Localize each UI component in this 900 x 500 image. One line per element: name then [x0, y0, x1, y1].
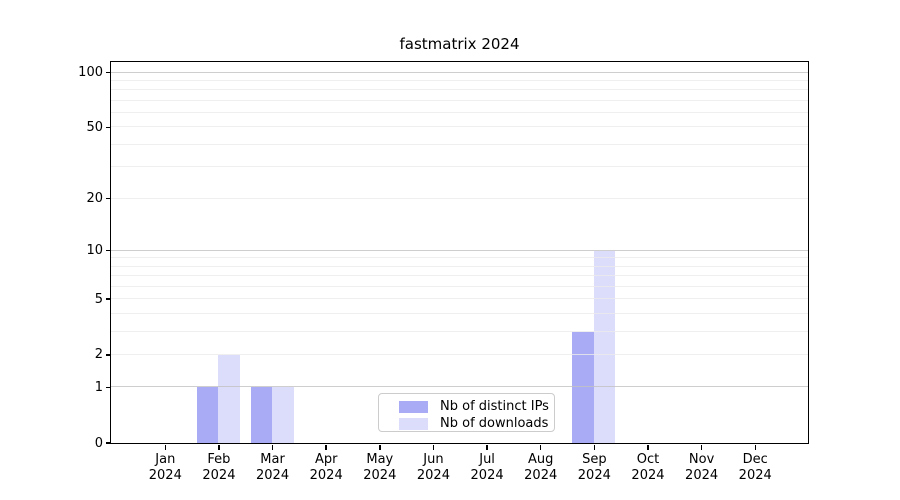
- bar-downloads-mar: [272, 387, 294, 443]
- x-tick-label-apr: Apr 2024: [298, 452, 354, 484]
- x-tick-mark: [379, 444, 381, 450]
- y-tick-label: 5: [94, 291, 103, 307]
- y-tick-label: 10: [86, 243, 103, 259]
- y-tick-mark: [105, 354, 111, 356]
- x-tick-year: 2024: [256, 468, 290, 483]
- gridline-minor: [111, 330, 808, 332]
- plot-canvas: [111, 62, 808, 443]
- gridline-minor: [111, 298, 808, 300]
- y-tick-label: 50: [86, 119, 103, 135]
- legend-row: Nb of distinct IPs: [379, 399, 554, 414]
- gridline-minor: [111, 143, 808, 145]
- gridline-minor: [111, 79, 808, 81]
- x-tick-mark: [486, 444, 488, 450]
- x-tick-year: 2024: [577, 468, 611, 483]
- gridline-minor: [111, 89, 808, 91]
- y-tick-mark: [105, 386, 111, 389]
- legend: Nb of distinct IPs Nb of downloads: [378, 393, 555, 432]
- x-tick-mark: [540, 444, 542, 450]
- x-tick-year: 2024: [148, 468, 182, 483]
- legend-label-downloads: Nb of downloads: [440, 416, 549, 431]
- x-tick-label-feb: Feb 2024: [191, 452, 247, 484]
- x-tick-label-sep: Sep 2024: [566, 452, 622, 484]
- x-tick-year: 2024: [738, 468, 772, 483]
- y-tick-mark: [105, 126, 111, 129]
- x-tick-label-mar: Mar 2024: [245, 452, 301, 484]
- bar-ips-feb: [196, 387, 219, 443]
- x-tick-mark: [325, 444, 327, 450]
- gridline-minor: [111, 265, 808, 267]
- x-tick-mark: [164, 444, 166, 450]
- plot-area: Nb of distinct IPs Nb of downloads: [110, 61, 809, 444]
- y-tick-mark: [105, 249, 111, 252]
- gridline-minor: [111, 257, 808, 259]
- y-tick-mark: [105, 298, 111, 300]
- gridline-minor: [111, 285, 808, 287]
- y-tick-label: 2: [94, 347, 103, 363]
- y-tick-label: 100: [78, 65, 103, 81]
- gridline-major: [111, 249, 808, 251]
- legend-row: Nb of downloads: [379, 416, 554, 431]
- legend-swatch-distinct-ips: [399, 400, 428, 413]
- gridline-minor: [111, 166, 808, 168]
- x-tick-mark: [432, 444, 435, 450]
- y-tick-label: 0: [94, 435, 103, 451]
- x-tick-label-oct: Oct 2024: [620, 452, 676, 484]
- gridline-minor: [111, 126, 808, 128]
- x-tick-label-may: May 2024: [352, 452, 408, 484]
- gridline-minor: [111, 275, 808, 277]
- bar-ips-sep: [572, 331, 594, 443]
- chart-title: fastmatrix 2024: [399, 35, 520, 53]
- x-tick-mark: [271, 444, 274, 450]
- x-tick-label-jan: Jan 2024: [137, 452, 193, 484]
- x-tick-year: 2024: [202, 468, 236, 483]
- gridline-minor: [111, 112, 808, 114]
- x-tick-year: 2024: [631, 468, 665, 483]
- legend-swatch-downloads: [399, 417, 428, 430]
- gridline-major: [111, 71, 808, 73]
- x-tick-year: 2024: [685, 468, 719, 483]
- gridline-major: [111, 386, 808, 388]
- gridline-minor: [111, 197, 808, 199]
- x-tick-mark: [647, 444, 649, 450]
- x-tick-mark: [700, 444, 703, 450]
- x-tick-mark: [218, 444, 220, 450]
- y-tick-mark: [105, 197, 111, 200]
- gridline-minor: [111, 353, 808, 355]
- bar-ips-mar: [250, 387, 273, 443]
- x-tick-year: 2024: [416, 468, 450, 483]
- legend-label-distinct-ips: Nb of distinct IPs: [440, 399, 549, 414]
- x-tick-year: 2024: [524, 468, 558, 483]
- x-tick-year: 2024: [470, 468, 504, 483]
- bar-downloads-feb: [218, 354, 240, 443]
- x-tick-label-nov: Nov 2024: [674, 452, 730, 484]
- x-tick-year: 2024: [363, 468, 397, 483]
- y-tick-mark: [105, 71, 111, 74]
- y-tick-mark: [105, 442, 111, 444]
- x-tick-label-jun: Jun 2024: [405, 452, 461, 484]
- x-tick-year: 2024: [309, 468, 343, 483]
- x-tick-label-dec: Dec 2024: [727, 452, 783, 484]
- gridline-minor: [111, 312, 808, 314]
- x-tick-mark: [754, 444, 756, 450]
- bar-downloads-sep: [593, 250, 616, 443]
- x-tick-label-jul: Jul 2024: [459, 452, 515, 484]
- x-tick-label-aug: Aug 2024: [513, 452, 569, 484]
- y-tick-label: 20: [86, 191, 103, 207]
- gridline-minor: [111, 99, 808, 101]
- y-tick-label: 1: [94, 379, 103, 395]
- x-tick-mark: [593, 444, 596, 450]
